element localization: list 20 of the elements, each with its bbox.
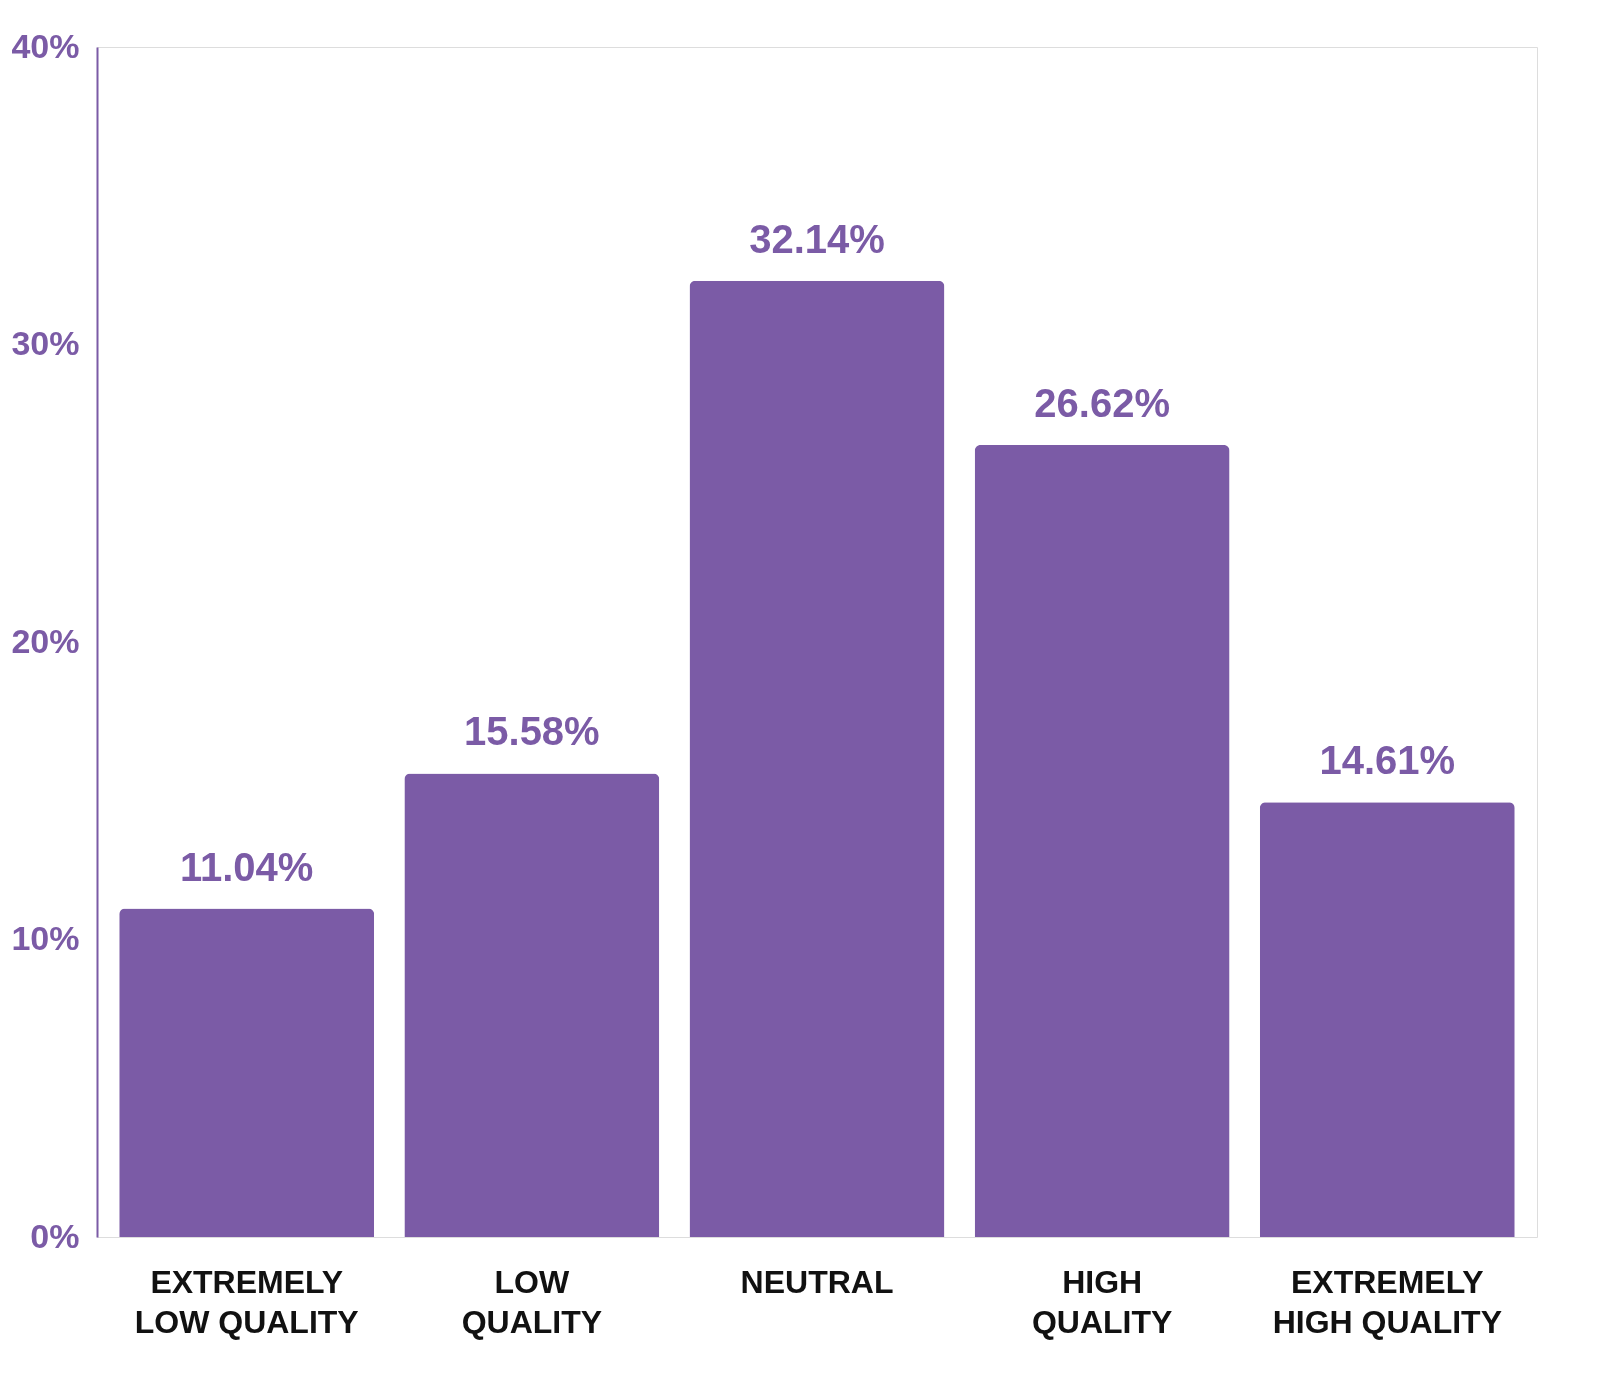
data-label: 32.14% <box>749 216 885 261</box>
x-tick-label: EXTREMELY HIGH QUALITY <box>1272 1263 1502 1340</box>
data-label: 14.61% <box>1319 738 1456 783</box>
data-label: 11.04% <box>179 844 314 889</box>
bar <box>1259 802 1515 1237</box>
bar <box>119 908 375 1237</box>
x-tick-label: NEUTRAL <box>740 1263 894 1300</box>
y-tick-label: 20% <box>11 621 80 660</box>
data-label: 26.62% <box>1034 381 1170 426</box>
x-tick-label: LOW QUALITY <box>461 1263 603 1340</box>
x-tick-label: HIGH QUALITY <box>1031 1263 1173 1340</box>
bar <box>404 773 660 1237</box>
y-tick-label: 30% <box>11 324 80 362</box>
y-tick-label: 0% <box>30 1216 80 1255</box>
data-label: 15.58% <box>464 709 600 754</box>
x-tick-label: EXTREMELY LOW QUALITY <box>134 1263 359 1340</box>
y-tick-label: 10% <box>11 919 80 957</box>
bar <box>974 445 1230 1237</box>
y-tick-label: 40% <box>11 26 80 65</box>
bar <box>689 280 945 1237</box>
